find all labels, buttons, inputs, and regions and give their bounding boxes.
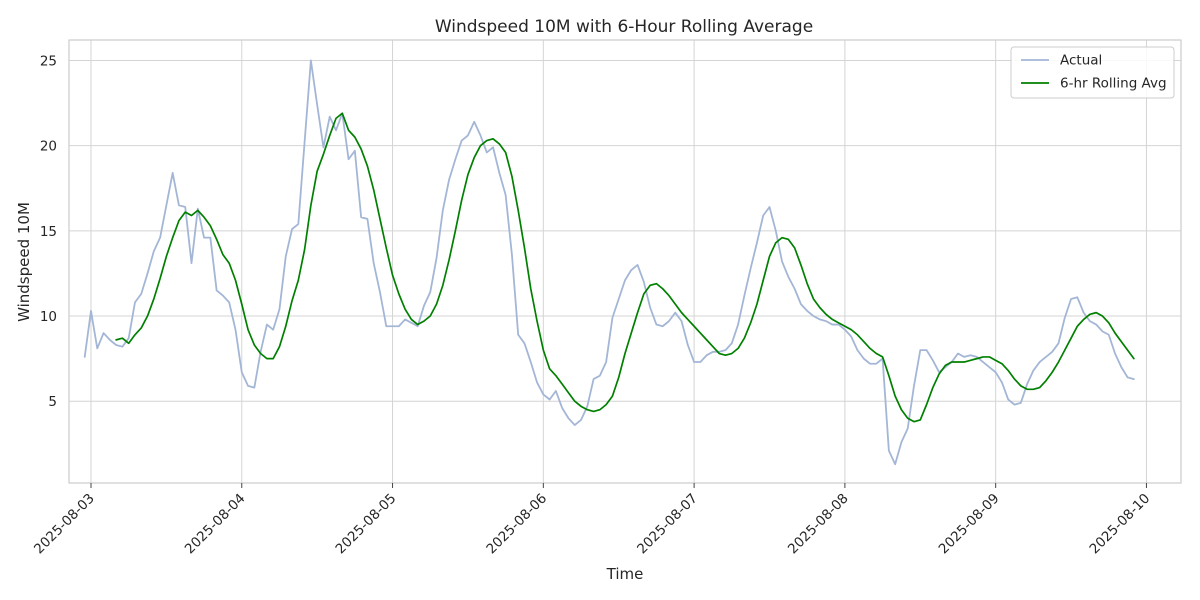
y-axis-ticks: 5 10 15 20 25 [40, 53, 57, 410]
chart-title: Windspeed 10M with 6-Hour Rolling Averag… [435, 17, 813, 37]
plot-frame [68, 39, 1182, 484]
y-tick-label: 25 [40, 53, 57, 69]
y-axis-label: Windspeed 10M [15, 202, 33, 322]
grid [69, 40, 1181, 483]
y-tick-label: 10 [40, 309, 57, 325]
x-axis-label: Time [606, 565, 644, 583]
y-tick-label: 20 [40, 139, 57, 155]
series-line-rolling-avg [115, 112, 1135, 423]
series-line-actual [83, 59, 1135, 466]
legend: Actual 6-hr Rolling Avg [1010, 46, 1175, 99]
series-layer [83, 59, 1135, 466]
legend-box [1010, 46, 1175, 99]
legend-label-rolling-avg: 6-hr Rolling Avg [1060, 76, 1167, 92]
y-tick-label: 15 [40, 224, 57, 240]
legend-label-actual: Actual [1060, 53, 1102, 69]
y-tick-label: 5 [48, 394, 57, 410]
